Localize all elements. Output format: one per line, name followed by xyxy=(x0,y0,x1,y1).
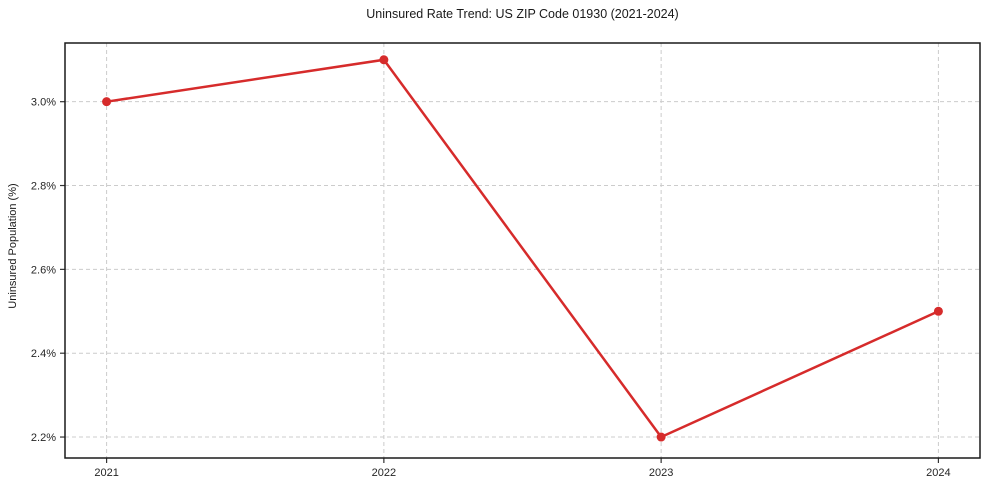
y-tick-label: 2.4% xyxy=(31,348,56,360)
plot-border xyxy=(64,42,981,459)
y-tick-label: 2.8% xyxy=(31,181,56,193)
data-point-marker xyxy=(102,97,112,107)
x-tick-label: 2023 xyxy=(649,467,673,479)
chart-title: Uninsured Rate Trend: US ZIP Code 01930 … xyxy=(366,7,679,21)
y-tick-label: 3.0% xyxy=(31,97,56,109)
data-point-marker xyxy=(656,432,666,442)
data-point-marker xyxy=(933,306,943,316)
x-tick-label: 2024 xyxy=(926,467,950,479)
y-tick-label: 2.2% xyxy=(31,432,56,444)
data-point-marker xyxy=(379,55,389,65)
x-tick-label: 2021 xyxy=(94,467,118,479)
y-tick-label: 2.6% xyxy=(31,264,56,276)
trend-line xyxy=(105,58,940,439)
x-tick-label: 2022 xyxy=(372,467,396,479)
